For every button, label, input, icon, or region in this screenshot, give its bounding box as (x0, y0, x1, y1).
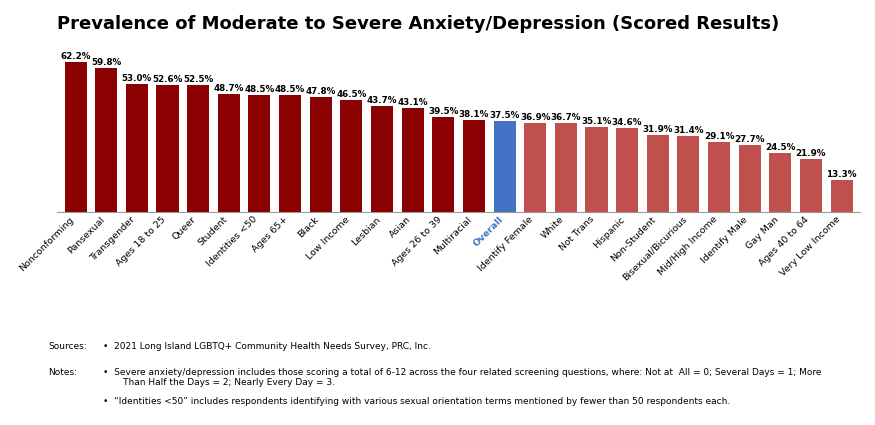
Text: 38.1%: 38.1% (458, 110, 489, 119)
Text: 48.7%: 48.7% (214, 85, 244, 94)
Bar (616, 128, 638, 212)
Text: Notes:: Notes: (48, 368, 77, 377)
Text: 52.5%: 52.5% (183, 75, 214, 84)
Text: 13.3%: 13.3% (826, 170, 857, 179)
Text: 46.5%: 46.5% (336, 90, 367, 99)
Text: 36.9%: 36.9% (520, 113, 550, 122)
Text: 52.6%: 52.6% (152, 75, 183, 84)
Text: 48.5%: 48.5% (244, 85, 275, 94)
Text: 21.9%: 21.9% (795, 149, 826, 158)
Text: Sources:: Sources: (48, 342, 87, 351)
Bar (126, 84, 148, 212)
Bar (769, 153, 791, 212)
Text: 34.6%: 34.6% (612, 119, 642, 128)
Bar (555, 123, 577, 212)
Text: 62.2%: 62.2% (60, 52, 91, 61)
Text: 29.1%: 29.1% (704, 132, 734, 141)
Text: 24.5%: 24.5% (765, 143, 795, 152)
Bar (830, 180, 852, 212)
Bar (432, 116, 454, 212)
Bar (187, 85, 209, 212)
Text: 53.0%: 53.0% (122, 74, 152, 83)
Bar (585, 127, 607, 212)
Text: •  “Identities <50” includes respondents identifying with various sexual orienta: • “Identities <50” includes respondents … (103, 397, 731, 406)
Text: 43.7%: 43.7% (367, 96, 397, 105)
Bar (738, 145, 760, 212)
Bar (340, 100, 362, 212)
Bar (677, 136, 699, 212)
Text: 39.5%: 39.5% (428, 107, 458, 116)
Bar (402, 108, 424, 212)
Text: 36.7%: 36.7% (550, 113, 581, 122)
Text: Prevalence of Moderate to Severe Anxiety/Depression (Scored Results): Prevalence of Moderate to Severe Anxiety… (57, 15, 780, 33)
Bar (248, 95, 270, 212)
Bar (95, 68, 117, 212)
Bar (218, 94, 240, 212)
Text: 43.1%: 43.1% (397, 98, 428, 107)
Bar (647, 135, 668, 212)
Text: •  2021 Long Island LGBTQ+ Community Health Needs Survey, PRC, Inc.: • 2021 Long Island LGBTQ+ Community Heal… (103, 342, 431, 351)
Bar (157, 85, 178, 212)
Text: •  Severe anxiety/depression includes those scoring a total of 6-12 across the f: • Severe anxiety/depression includes tho… (103, 368, 822, 387)
Text: 37.5%: 37.5% (489, 111, 520, 120)
Bar (463, 120, 485, 212)
Bar (524, 123, 546, 212)
Bar (371, 106, 393, 212)
Bar (279, 95, 301, 212)
Text: 47.8%: 47.8% (305, 87, 336, 96)
Text: 31.4%: 31.4% (673, 126, 704, 135)
Bar (65, 62, 87, 212)
Bar (310, 96, 332, 212)
Bar (800, 159, 822, 212)
Text: 48.5%: 48.5% (275, 85, 305, 94)
Text: 35.1%: 35.1% (581, 117, 612, 126)
Text: 27.7%: 27.7% (734, 135, 765, 144)
Text: 59.8%: 59.8% (91, 57, 122, 67)
Text: 31.9%: 31.9% (642, 125, 673, 134)
Bar (493, 122, 515, 212)
Bar (708, 142, 730, 212)
